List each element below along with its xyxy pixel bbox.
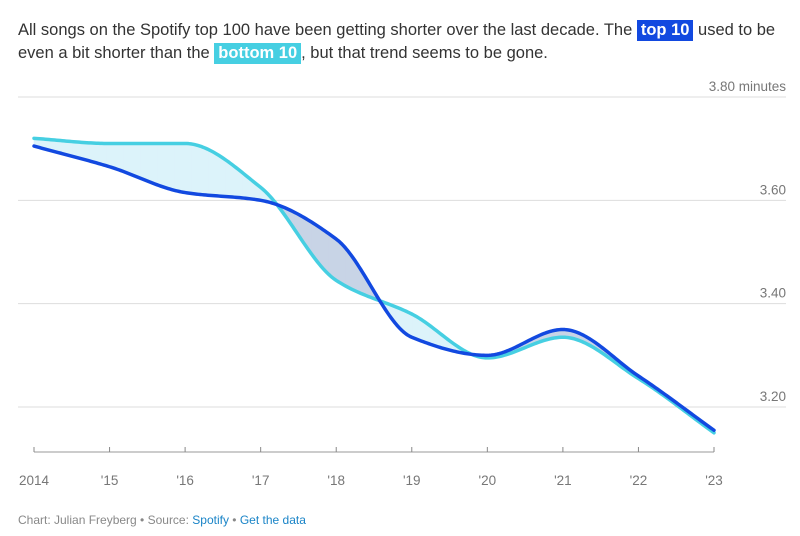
chart-footer: Chart: Julian Freyberg • Source: Spotify… <box>18 513 306 527</box>
data-point-bottom-10 <box>334 278 338 282</box>
x-tick-label: '22 <box>630 473 648 488</box>
data-point-bottom-10 <box>259 185 263 189</box>
x-tick-label: '20 <box>479 473 497 488</box>
data-point-top-10 <box>259 198 263 202</box>
data-point-top-10 <box>712 428 716 432</box>
x-tick-label: '23 <box>705 473 723 488</box>
data-point-top-10 <box>334 237 338 241</box>
x-tick-label: '18 <box>327 473 345 488</box>
data-point-top-10 <box>561 328 565 332</box>
chart-title: All songs on the Spotify top 100 have be… <box>18 19 788 65</box>
data-point-bottom-10 <box>410 312 414 316</box>
title-text-part-1: All songs on the Spotify top 100 have be… <box>18 21 637 39</box>
data-point-top-10 <box>636 374 640 378</box>
data-point-bottom-10 <box>183 142 187 146</box>
difference-fill-area <box>33 138 715 434</box>
y-tick-label: 3.20 <box>760 389 786 404</box>
x-tick-label: '17 <box>252 473 270 488</box>
axes: 3.20 3.40 3.60 3.80 minutes 2014 '15 '16 '17 '18… <box>19 79 786 488</box>
series-line-bottom-10 <box>32 136 716 435</box>
data-point-top-10 <box>183 191 187 195</box>
x-tick-label: '19 <box>403 473 421 488</box>
chart-credit: Chart: Julian Freyberg <box>18 513 137 527</box>
bottom-10-badge: bottom 10 <box>214 43 302 64</box>
data-point-top-10 <box>410 335 414 339</box>
data-point-top-10 <box>108 165 112 169</box>
data-point-bottom-10 <box>32 136 36 140</box>
footer-separator-source: • Source: <box>136 513 193 527</box>
data-point-bottom-10 <box>561 335 565 339</box>
footer-separator-data: • <box>228 513 240 527</box>
x-tick-label: 2014 <box>19 473 50 488</box>
title-text-part-2: used to be even a bit shorter than the <box>18 21 776 62</box>
data-point-bottom-10 <box>108 142 112 146</box>
title-text-part-3: , but that trend seems to be gone. <box>301 44 548 62</box>
y-tick-label: 3.40 <box>760 286 786 301</box>
data-point-top-10 <box>32 144 36 148</box>
x-tick-label: '15 <box>101 473 119 488</box>
x-tick-label: '21 <box>554 473 572 488</box>
series-line-top-10 <box>32 144 716 432</box>
get-data-link[interactable]: Get the data <box>239 513 306 527</box>
data-point-top-10 <box>485 353 489 357</box>
y-tick-label: 3.80 minutes <box>709 79 787 94</box>
grid-lines <box>18 96 786 408</box>
source-link[interactable]: Spotify <box>192 513 229 527</box>
series-lines <box>32 136 716 435</box>
top-10-badge: top 10 <box>636 20 694 41</box>
y-tick-label: 3.60 <box>760 182 786 197</box>
x-tick-label: '16 <box>176 473 194 488</box>
